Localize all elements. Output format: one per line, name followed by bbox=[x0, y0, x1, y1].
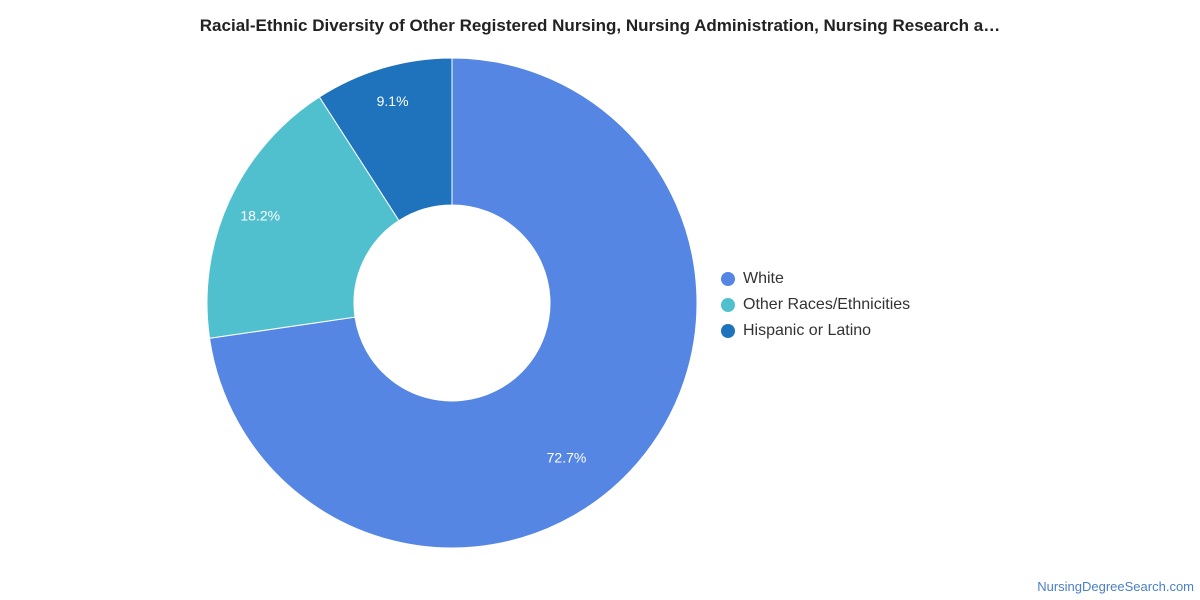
legend-label-hispanic: Hispanic or Latino bbox=[743, 322, 872, 339]
slice-label-hispanic: 9.1% bbox=[377, 93, 409, 109]
slice-white[interactable] bbox=[208, 57, 698, 549]
legend-swatch-hispanic bbox=[721, 324, 735, 338]
legend-swatch-other-races bbox=[721, 298, 735, 312]
legend-label-white: White bbox=[743, 270, 784, 287]
site-watermark: NursingDegreeSearch.com bbox=[1037, 579, 1194, 594]
slice-other-races[interactable] bbox=[206, 96, 400, 339]
legend-item-other-races[interactable]: Other Races/Ethnicities bbox=[721, 292, 910, 318]
slice-label-white: 72.7% bbox=[547, 450, 587, 466]
legend-label-other-races: Other Races/Ethnicities bbox=[743, 296, 911, 313]
slice-hispanic[interactable] bbox=[318, 57, 453, 222]
legend-item-white[interactable]: White bbox=[721, 266, 910, 292]
legend-swatch-white bbox=[721, 272, 735, 286]
chart-legend: White Other Races/Ethnicities Hispanic o… bbox=[721, 266, 910, 344]
chart-title: Racial-Ethnic Diversity of Other Registe… bbox=[199, 16, 1001, 35]
legend-item-hispanic[interactable]: Hispanic or Latino bbox=[721, 318, 910, 344]
slice-label-other-races: 18.2% bbox=[240, 208, 280, 224]
